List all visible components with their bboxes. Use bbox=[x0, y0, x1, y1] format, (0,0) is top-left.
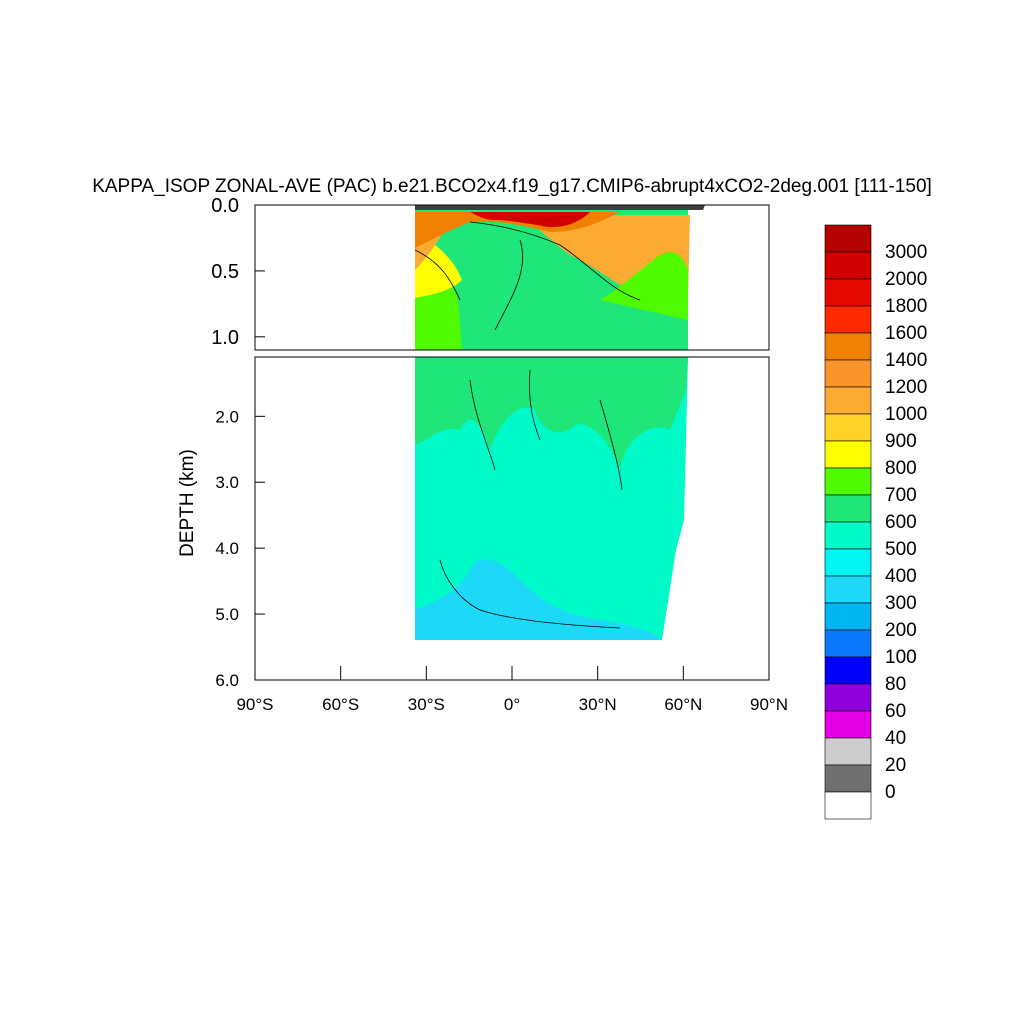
colorbar-swatch bbox=[824, 602, 872, 631]
upper-band-surface-max bbox=[470, 212, 590, 228]
colorbar-swatch bbox=[824, 251, 872, 280]
colorbar-label: 1200 bbox=[885, 377, 927, 398]
y-axis-label: DEPTH (km) bbox=[177, 449, 198, 557]
x-tick-label: 30°S bbox=[408, 695, 445, 714]
colorbar-swatch bbox=[824, 413, 872, 442]
colorbar-label: 40 bbox=[885, 728, 906, 749]
colorbar-label: 800 bbox=[885, 458, 917, 479]
colorbar-label: 60 bbox=[885, 701, 906, 722]
colorbar-label: 1400 bbox=[885, 350, 927, 371]
y-tick-label-upper: 0.0 bbox=[211, 195, 239, 217]
colorbar-swatch bbox=[824, 494, 872, 523]
colorbar-label: 3000 bbox=[885, 242, 927, 263]
colorbar-label: 0 bbox=[885, 782, 896, 803]
lower-band-abyssal bbox=[415, 559, 662, 640]
colorbar-swatch bbox=[824, 710, 872, 739]
colorbar-swatch bbox=[824, 683, 872, 712]
x-tick-label: 90°S bbox=[236, 695, 273, 714]
x-tick-label: 30°N bbox=[579, 695, 617, 714]
colorbar-label: 300 bbox=[885, 593, 917, 614]
y-tick-label-lower: 5.0 bbox=[215, 605, 239, 624]
colorbar-swatch bbox=[824, 629, 872, 658]
x-tick-label: 60°S bbox=[322, 695, 359, 714]
colorbar-label: 1800 bbox=[885, 296, 927, 317]
colorbar-label: 700 bbox=[885, 485, 917, 506]
upper-contour-line bbox=[414, 221, 641, 331]
colorbar-swatch bbox=[824, 467, 872, 496]
colorbar-label: 1600 bbox=[885, 323, 927, 344]
colorbar-swatch bbox=[824, 278, 872, 307]
colorbar-swatch bbox=[824, 521, 872, 550]
colorbar-swatch bbox=[824, 305, 872, 334]
colorbar-swatch bbox=[824, 791, 872, 820]
upper-panel-field bbox=[414, 205, 705, 350]
lower-band-intermediate bbox=[415, 357, 688, 470]
upper-plot-frame bbox=[254, 204, 770, 351]
colorbar-swatch bbox=[824, 737, 872, 766]
colorbar-label: 400 bbox=[885, 566, 917, 587]
colorbar-label: 2000 bbox=[885, 269, 927, 290]
colorbar-swatch bbox=[824, 224, 872, 253]
lower-contour-line bbox=[439, 369, 623, 629]
colorbar-swatch bbox=[824, 332, 872, 361]
colorbar-swatch bbox=[824, 656, 872, 685]
colorbar-swatch bbox=[824, 440, 872, 469]
chart-title: KAPPA_ISOP ZONAL-AVE (PAC) b.e21.BCO2x4.… bbox=[92, 176, 932, 197]
x-tick-label: 60°N bbox=[664, 695, 702, 714]
colorbar: 3000200018001600140012001000900800700600… bbox=[824, 224, 927, 820]
lower-panel-field bbox=[415, 357, 688, 640]
colorbar-label: 200 bbox=[885, 620, 917, 641]
x-tick-label: 90°N bbox=[750, 695, 788, 714]
y-tick-label-upper: 0.5 bbox=[211, 261, 239, 283]
x-tick-label: 0° bbox=[504, 695, 520, 714]
colorbar-label: 1000 bbox=[885, 404, 927, 425]
upper-surface-strip bbox=[415, 205, 705, 210]
upper-band-1000 bbox=[415, 215, 690, 300]
colorbar-swatch bbox=[824, 359, 872, 388]
y-tick-label-lower: 4.0 bbox=[215, 539, 239, 558]
y-tick-label-lower: 2.0 bbox=[215, 407, 239, 426]
colorbar-label: 500 bbox=[885, 539, 917, 560]
y-tick-label-lower: 3.0 bbox=[215, 473, 239, 492]
colorbar-label: 100 bbox=[885, 647, 917, 668]
y-tick-label-lower: 6.0 bbox=[215, 671, 239, 690]
colorbar-label: 80 bbox=[885, 674, 906, 695]
colorbar-label: 600 bbox=[885, 512, 917, 533]
colorbar-swatch bbox=[824, 386, 872, 415]
colorbar-label: 20 bbox=[885, 755, 906, 776]
colorbar-swatch bbox=[824, 575, 872, 604]
colorbar-swatch bbox=[824, 764, 872, 793]
y-tick-label-upper: 1.0 bbox=[211, 327, 239, 349]
upper-band-green-east bbox=[600, 252, 688, 320]
colorbar-label: 900 bbox=[885, 431, 917, 452]
axes-ticks: 90°S 60°S 30°S 0° 30°N 60°N 90°N 0.0 0.5 1.0 2.0 3.… bbox=[211, 195, 788, 714]
colorbar-swatch bbox=[824, 548, 872, 577]
